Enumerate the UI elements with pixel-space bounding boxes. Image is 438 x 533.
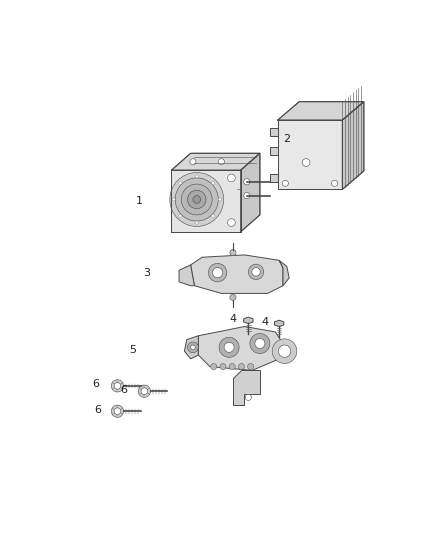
- Circle shape: [193, 196, 201, 203]
- Circle shape: [244, 192, 250, 199]
- Text: 4: 4: [262, 317, 269, 327]
- Circle shape: [218, 159, 225, 165]
- Circle shape: [187, 190, 206, 209]
- Circle shape: [212, 182, 215, 185]
- Polygon shape: [342, 102, 364, 189]
- Circle shape: [250, 334, 270, 353]
- Polygon shape: [278, 120, 342, 189]
- Polygon shape: [171, 154, 260, 170]
- Polygon shape: [244, 317, 253, 324]
- Circle shape: [181, 184, 212, 215]
- Circle shape: [272, 339, 297, 364]
- Polygon shape: [198, 327, 283, 370]
- Circle shape: [208, 263, 227, 282]
- Circle shape: [141, 388, 148, 394]
- Circle shape: [170, 173, 224, 227]
- Polygon shape: [275, 320, 284, 327]
- Circle shape: [230, 249, 236, 256]
- Circle shape: [220, 364, 226, 370]
- Circle shape: [248, 264, 264, 280]
- Circle shape: [172, 198, 175, 201]
- Polygon shape: [270, 174, 278, 182]
- Polygon shape: [270, 128, 278, 135]
- Circle shape: [228, 174, 235, 182]
- Polygon shape: [191, 255, 283, 294]
- Circle shape: [114, 383, 121, 389]
- Text: 1: 1: [135, 196, 142, 206]
- Circle shape: [252, 268, 260, 276]
- Circle shape: [191, 345, 195, 350]
- Circle shape: [175, 178, 218, 221]
- Circle shape: [111, 379, 124, 392]
- Circle shape: [279, 345, 291, 357]
- Polygon shape: [171, 170, 240, 232]
- Text: 6: 6: [95, 405, 102, 415]
- Circle shape: [245, 394, 251, 400]
- Circle shape: [332, 180, 338, 187]
- Circle shape: [138, 385, 151, 398]
- Circle shape: [195, 175, 198, 178]
- Circle shape: [219, 337, 239, 357]
- Text: 2: 2: [283, 134, 290, 144]
- Polygon shape: [240, 154, 260, 232]
- Polygon shape: [270, 147, 278, 155]
- Circle shape: [255, 338, 265, 349]
- Circle shape: [247, 364, 254, 370]
- Circle shape: [211, 364, 217, 370]
- Text: 4: 4: [230, 314, 237, 324]
- Circle shape: [179, 214, 182, 217]
- Circle shape: [230, 294, 236, 301]
- Circle shape: [302, 159, 310, 166]
- Circle shape: [111, 405, 124, 417]
- Circle shape: [114, 408, 121, 415]
- Circle shape: [218, 198, 221, 201]
- Circle shape: [195, 221, 198, 224]
- Text: 6: 6: [120, 385, 127, 394]
- Circle shape: [187, 342, 198, 353]
- Circle shape: [244, 179, 250, 185]
- Circle shape: [190, 159, 196, 165]
- Text: 6: 6: [92, 379, 99, 389]
- Circle shape: [229, 364, 235, 370]
- Polygon shape: [279, 260, 289, 286]
- Circle shape: [212, 268, 223, 278]
- Text: 3: 3: [143, 268, 150, 278]
- Polygon shape: [233, 370, 260, 405]
- Circle shape: [212, 214, 215, 217]
- Polygon shape: [179, 265, 194, 286]
- Circle shape: [228, 219, 235, 227]
- Circle shape: [179, 182, 182, 185]
- Circle shape: [238, 364, 244, 370]
- Polygon shape: [184, 336, 198, 359]
- Text: 5: 5: [129, 345, 136, 354]
- Circle shape: [224, 342, 234, 352]
- Polygon shape: [278, 102, 364, 120]
- Circle shape: [282, 180, 288, 187]
